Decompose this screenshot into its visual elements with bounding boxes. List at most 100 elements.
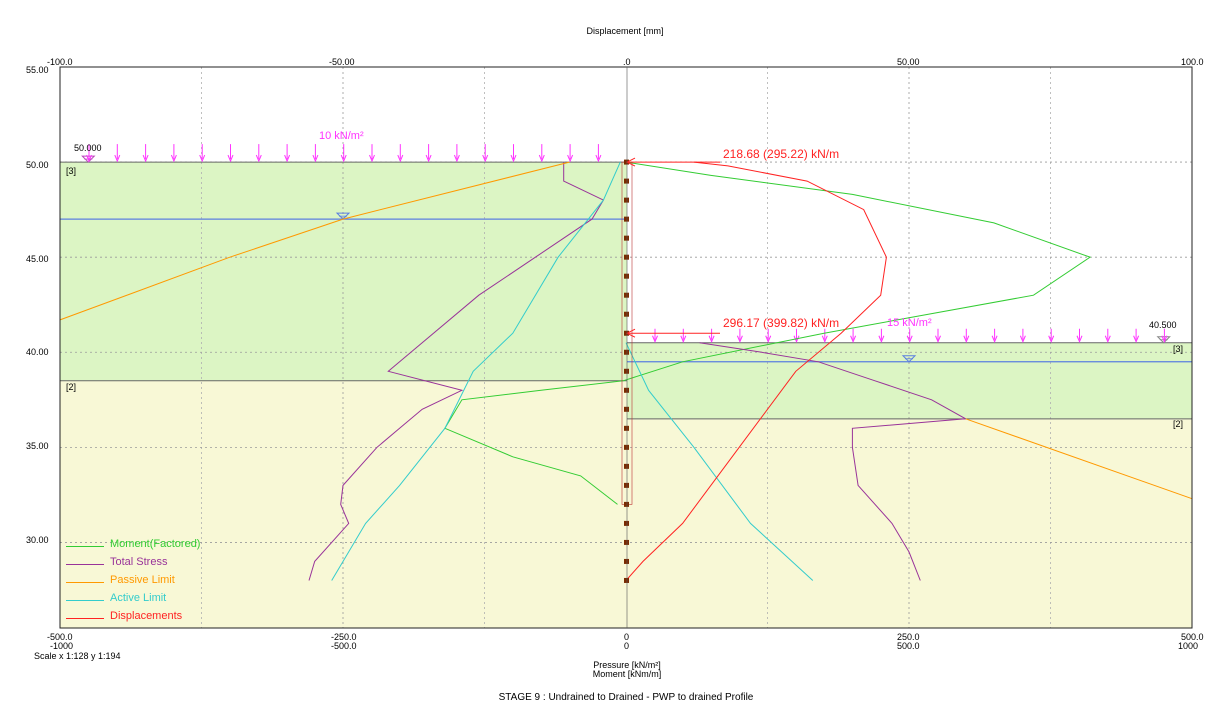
moment-tick: 500.0 (897, 641, 920, 651)
series-displacements (625, 161, 887, 581)
moment-tick: 1000 (1178, 641, 1199, 651)
scale-text: Scale x 1:128 y 1:194 (34, 651, 121, 661)
surcharge-arrow-left-head (340, 154, 347, 163)
plot-frame (59, 66, 1193, 629)
surcharge-arrow-right-head (736, 335, 743, 344)
wall-node (624, 520, 629, 526)
moment-tick: -500.0 (331, 641, 357, 651)
prop-force-label-upper: 218.68 (295.22) kN/m (723, 147, 840, 161)
legend-label: Active Limit (110, 592, 167, 604)
left-tick: 50.00 (26, 160, 49, 170)
soil-region-right-lower (627, 418, 1192, 628)
legend-total-stress: Total Stress (66, 555, 266, 571)
legend-label: Displacements (110, 610, 183, 622)
moment-tick: -1000 (50, 641, 74, 651)
series-active-limit (331, 161, 621, 581)
surcharge-arrow-right-head (708, 335, 715, 344)
top-tick: 50.00 (897, 57, 920, 67)
ground-level-label-left: 50.000 (74, 143, 102, 153)
surcharge-arrow-right-head (935, 335, 941, 344)
layer-label: [3] (1173, 344, 1184, 354)
surcharge-arrow-right-head (821, 335, 828, 344)
pressure-tick: -250.0 (331, 632, 357, 642)
layer-label: [2] (1173, 419, 1184, 429)
surcharge-arrow-right-head (1133, 335, 1140, 344)
bottom-axis-title-moment: Moment [kNm/m] (592, 669, 662, 679)
pressure-tick: 250.0 (897, 632, 920, 642)
wall-node (624, 235, 629, 241)
surcharge-arrow-right-head (1161, 335, 1168, 344)
soil-region-left-upper (60, 162, 627, 381)
surcharge-arrow-left-head (312, 154, 319, 163)
wall-node (624, 444, 629, 450)
wall-node (624, 406, 629, 412)
surcharge-arrow-left-head (397, 154, 404, 163)
surcharge-arrow-right-head (1076, 335, 1083, 344)
wall-node (624, 273, 629, 279)
series-passive-limit (59, 161, 570, 321)
wall-node (624, 501, 629, 507)
surcharge-label-right: 15 kN/m² (887, 317, 932, 329)
stage-title: STAGE 9 : Undrained to Drained - PWP to … (498, 692, 754, 703)
surcharge-arrow-right-head (1048, 335, 1055, 344)
series-moment-factored (444, 161, 1092, 505)
wall-node (624, 425, 629, 431)
wall-node (624, 254, 629, 260)
wall-node (624, 482, 629, 488)
legend-displacements: Displacements (66, 609, 266, 625)
wall-node (624, 197, 629, 203)
surcharge-arrow-left-head (86, 154, 92, 163)
wall-node (624, 558, 629, 564)
surcharge-arrow-left-head (284, 154, 291, 163)
surcharge-arrow-right-head (963, 335, 970, 344)
legend-label: Passive Limit (110, 574, 175, 586)
soil-region-left-lower (60, 380, 627, 628)
surcharge-arrow-left-head (227, 154, 234, 163)
surcharge-arrow-right-head (991, 335, 998, 344)
left-tick: 55.00 (26, 65, 49, 75)
top-axis-title: Displacement [mm] (586, 26, 664, 36)
ground-level-label-right: 40.500 (1149, 320, 1177, 330)
layer-label: [3] (66, 166, 77, 176)
series-active-limit-right (625, 342, 814, 581)
surcharge-arrow-left-head (453, 154, 460, 163)
wall-node (624, 292, 629, 298)
top-tick: -100.0 (47, 57, 73, 67)
left-tick: 30.00 (26, 535, 49, 545)
surcharge-arrow-left-head (510, 154, 517, 163)
surcharge-arrow-right-head (878, 335, 885, 344)
prop-force-label-lower: 296.17 (399.82) kN/m (723, 316, 840, 330)
wall-node (624, 463, 629, 469)
surcharge-arrow-left-head (567, 154, 574, 163)
wall-node (624, 216, 629, 222)
legend-passive-limit: Passive Limit (66, 573, 266, 589)
surcharge-arrow-right-head (765, 335, 772, 344)
legend-label: Moment(Factored) (110, 538, 201, 550)
surcharge-arrow-right-head (652, 335, 658, 344)
left-tick: 45.00 (26, 254, 49, 264)
surcharge-arrow-right-head (906, 335, 913, 344)
pressure-tick: -500.0 (47, 632, 73, 642)
surcharge-arrow-right-head (680, 335, 687, 344)
surcharge-arrow-left-head (369, 154, 375, 163)
wall-node (624, 368, 629, 374)
surcharge-arrow-left-head (595, 154, 602, 163)
moment-tick: 0 (624, 641, 630, 651)
legend-swatch (66, 546, 104, 547)
wall-node (624, 178, 629, 184)
surcharge-arrow-left-head (255, 154, 262, 163)
top-tick: .0 (623, 57, 631, 67)
layer-label: [2] (66, 382, 77, 392)
surcharge-arrow-left-head (170, 154, 177, 163)
legend-label: Total Stress (110, 556, 168, 568)
legend-swatch (66, 618, 104, 619)
series-passive-limit-right (965, 418, 1193, 500)
bottom-axis-title-pressure: Pressure [kN/m²] (593, 660, 661, 670)
surcharge-arrow-left-head (199, 154, 206, 163)
surcharge-arrow-left-head (114, 154, 121, 163)
series-total-stress (308, 162, 605, 581)
wall-node (624, 387, 629, 393)
legend-swatch (66, 600, 104, 601)
legend-active-limit: Active Limit (66, 591, 266, 607)
